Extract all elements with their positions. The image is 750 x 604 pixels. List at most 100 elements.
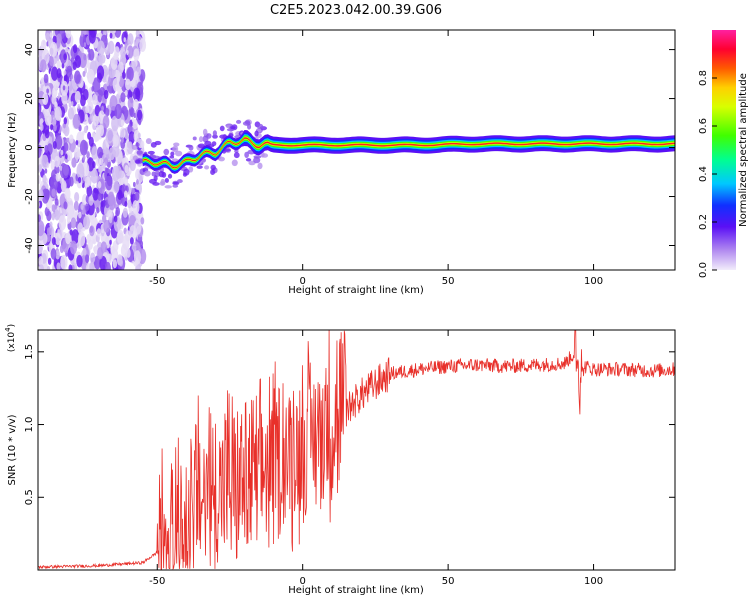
spectrogram-noise-blob [82, 248, 87, 256]
spectrogram-noise-blob [87, 131, 92, 140]
snr-x-ticks: -50 0 50 100 [149, 330, 603, 587]
spectrogram-noise-blob [72, 44, 78, 54]
spectrogram-noise-blob [84, 254, 90, 263]
spectrogram-noise-blob [55, 172, 61, 182]
spectrogram-noise-blob [86, 150, 90, 158]
spectrogram-noise-blob [97, 247, 104, 260]
spectrogram-noise-blob [89, 225, 95, 237]
spectrogram-noise-blob [139, 38, 147, 52]
spectrogram-noise-blob [84, 113, 89, 121]
spectrogram-y-tick-label: -20 [24, 188, 35, 204]
spectrogram-noise-blob [110, 56, 118, 70]
spectrogram-noise-blob [47, 257, 52, 265]
spectrogram-noise-blob [80, 203, 84, 210]
spectrogram-noise-blob [38, 164, 43, 172]
snr-y-tick-label: 1.5 [24, 344, 35, 360]
snr-line [38, 330, 675, 570]
spectrogram-noise-blob [91, 93, 98, 105]
snr-x-tick-label: -50 [149, 576, 165, 587]
spectrogram-noise-blob [133, 219, 142, 235]
spectrogram-noise-blob [103, 219, 110, 233]
spectrogram-noise-blob [82, 154, 86, 161]
spectrogram-x-axis-label: Height of straight line (km) [288, 285, 424, 296]
spectrogram-noise-blob [113, 215, 118, 223]
spectrogram-noise-blob [64, 153, 68, 160]
spectrogram-noise-blob [82, 70, 86, 78]
spectrogram-noise-blob [115, 206, 121, 217]
spectrogram-noise-blob [131, 187, 135, 196]
spectrogram-noise-blob [133, 250, 142, 265]
spectrogram-transition-blob [172, 184, 179, 188]
spectrogram-noise-blob [88, 48, 95, 61]
spectrogram-noise-blob [60, 254, 68, 270]
spectrogram-transition-blob [256, 127, 262, 133]
figure-title: C2E5.2023.042.00.39.G06 [270, 3, 442, 18]
spectrogram-noise-blob [46, 210, 52, 222]
spectrogram-noise-blob [56, 55, 60, 62]
spectrogram-noise-blob [129, 107, 135, 118]
spectrogram-noise-blob [80, 31, 84, 37]
spectrogram-transition-blob [236, 119, 242, 124]
spectrogram-transition-blob [210, 169, 216, 176]
spectrogram-noise-blob [38, 256, 44, 266]
spectrogram-transition-blob [145, 138, 152, 145]
spectrogram-transition-blob [172, 181, 180, 186]
spectrogram-noise-blob [55, 250, 61, 260]
snr-series-red [38, 330, 675, 570]
spectrogram-noise-blob [78, 176, 82, 184]
spectrogram-noise-blob [50, 124, 54, 131]
spectrogram-noise-blob [97, 94, 102, 103]
spectrogram-noise-blob [124, 201, 128, 208]
spectrogram-noise-blob [109, 216, 113, 224]
spectrogram-noise-blob [59, 177, 63, 184]
spectrogram-noise-blob [49, 57, 54, 67]
spectrogram-noise-blob [125, 248, 131, 258]
spectrogram-noise-blob [90, 168, 99, 184]
colorbar-tick-label: 0.8 [698, 70, 709, 86]
spectrogram-noise-blob [129, 237, 134, 245]
spectrogram-noise-blob [120, 136, 124, 144]
snr-y-tick-label: 0.5 [24, 489, 35, 505]
spectrogram-panel: -50 0 50 100 -40 -20 0 20 40 Height of straight… [7, 29, 676, 296]
spectrogram-noise-blob [97, 146, 103, 159]
spectrogram-transition-blob [231, 159, 238, 167]
spectrogram-noise-blob [77, 231, 86, 247]
spectrogram-y-tick-label: 0 [24, 144, 35, 150]
spectrogram-noise-blob [110, 245, 115, 255]
spectrogram-noise-blob [114, 103, 123, 119]
spectrogram-noise-blob [103, 30, 107, 36]
spectrogram-noise-blob [42, 92, 49, 106]
spectrogram-transition-blob [151, 155, 160, 159]
spectrogram-noise-blob [43, 73, 49, 84]
spectrogram-noise-blob [63, 117, 68, 125]
spectrogram-transition-blob [230, 126, 236, 130]
spectrogram-noise-blob [68, 134, 74, 144]
spectrogram-noise-blob [38, 214, 41, 222]
spectrogram-noise-blob [109, 32, 113, 39]
spectrogram-noise-blob [124, 164, 129, 174]
spectrogram-noise-blob [41, 154, 49, 169]
spectrogram-noise-blob [60, 180, 67, 192]
spectrogram-noise-blob [42, 174, 47, 184]
spectrogram-noise-blob [97, 40, 105, 57]
spectrogram-noise-blob [58, 92, 61, 98]
spectrogram-transition-blob [159, 181, 166, 186]
spectrogram-noise-blob [81, 182, 85, 189]
spectrogram-y-tick-label: 40 [24, 43, 35, 56]
spectrogram-noise-blob [46, 88, 50, 94]
colorbar-ticks: 0.0 0.2 0.4 0.6 0.8 [698, 70, 717, 278]
spectrogram-noise-blob [113, 180, 120, 194]
spectrogram-noise-blob [140, 217, 145, 225]
spectrogram-noise-blob [120, 243, 128, 258]
spectrogram-y-tick-label: -40 [24, 237, 35, 253]
spectrogram-noise-blob [46, 265, 51, 270]
spectrogram-noise-blob [111, 115, 119, 132]
spectrogram-noise-blob [61, 91, 68, 105]
spectrogram-noise-blob [56, 68, 62, 79]
spectrogram-noise-blob [98, 167, 101, 173]
snr-x-tick-label: 100 [584, 576, 603, 587]
spectrogram-noise-blob [54, 209, 60, 221]
spectrogram-noise-blob [113, 137, 117, 144]
spectrogram-noise-blob [51, 213, 56, 221]
spectrogram-noise-blob [56, 262, 61, 270]
